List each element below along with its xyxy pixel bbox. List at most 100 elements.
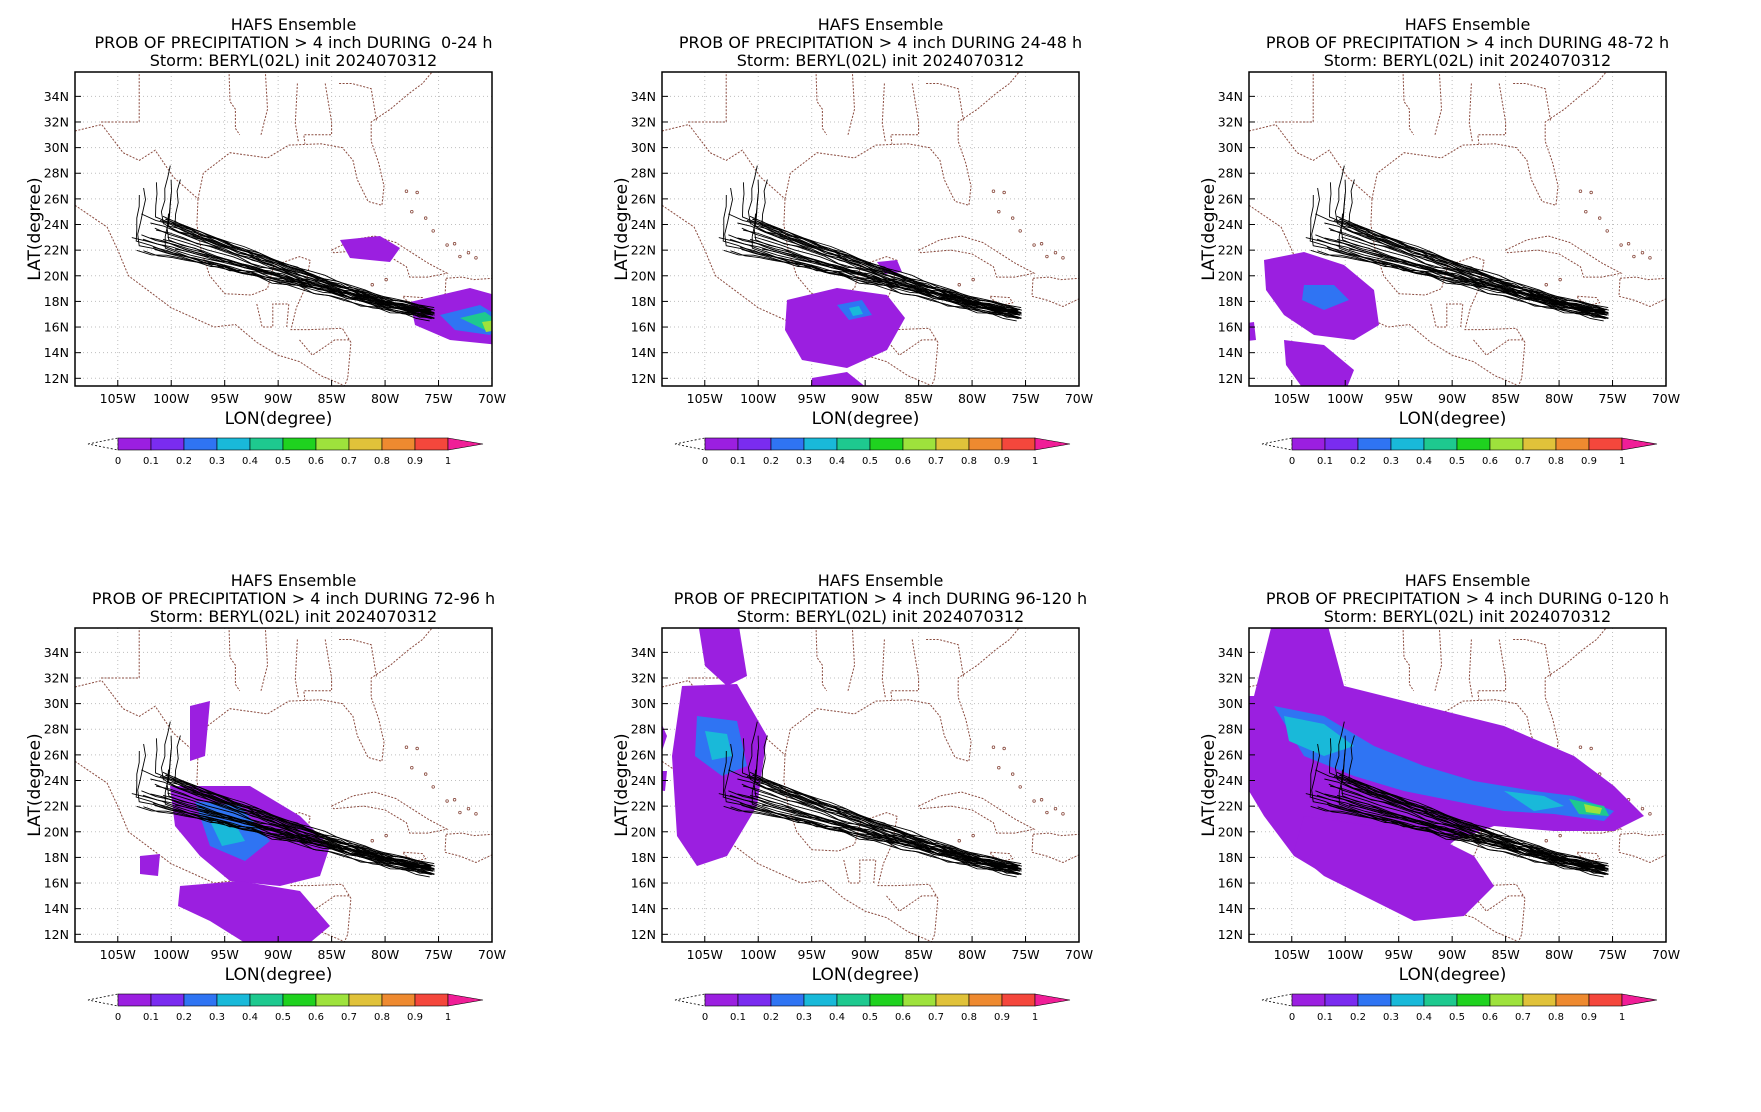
lat-tick-label: 26N [44,191,69,206]
ensemble-track-line [154,783,432,872]
colorbar-label: 0.1 [1317,456,1333,467]
coastline-path [1477,83,1507,144]
island-mark [1589,190,1593,195]
colorbar-under-arrow [87,437,119,451]
island-mark [997,209,1001,214]
island-mark [1605,229,1609,233]
lat-tick-label: 30N [44,140,69,155]
panel-title: HAFS Ensemble [817,571,944,590]
panel-titles: HAFS Ensemble PROB OF PRECIPITATION > 4 … [1174,572,1761,626]
ensemble-storm-tracks [131,165,436,322]
colorbar-label: 1 [1032,456,1038,467]
colorbar-over-arrow [447,437,484,451]
colorbar-segment [1324,993,1359,1007]
colorbar-segment [803,437,838,451]
map-panel-72-96h: HAFS Ensemble PROB OF PRECIPITATION > 4 … [0,556,587,1112]
lon-tick-label: 70W [1652,947,1680,962]
coastline-path [1434,72,1443,135]
colorbar-under-arrow [674,437,706,451]
coastline-path [1430,303,1464,328]
ensemble-track-line [1311,187,1609,319]
panel-titles: HAFS Ensemble PROB OF PRECIPITATION > 4 … [587,572,1174,626]
colorbar-segment [414,993,449,1007]
island-mark [445,799,449,803]
colorbar-label: 0.8 [374,456,390,467]
coastline-path [1468,83,1473,143]
panel-storm-line: Storm: BERYL(02L) init 2024070312 [736,607,1025,626]
lat-tick-label: 28N [44,722,69,737]
island-mark [1061,256,1065,260]
ensemble-track-line [1317,806,1605,866]
lat-tick-label: 16N [1218,320,1243,335]
ensemble-track-line [1340,749,1608,872]
lat-tick-label: 28N [1218,166,1243,181]
coastline-path [339,639,377,677]
panel-subtitle: PROB OF PRECIPITATION > 4 inch DURING 0-… [94,33,493,52]
lon-tick-label: 90W [264,947,292,962]
island-mark [1640,251,1645,255]
lon-tick-label: 80W [371,947,399,962]
coastline-path [783,198,939,386]
colorbar-label: 0.2 [176,456,192,467]
colorbar-segment [1489,993,1524,1007]
island-mark [1648,812,1652,816]
panel-subtitle: PROB OF PRECIPITATION > 4 inch DURING 0-… [1265,589,1670,608]
colorbar-label: 0.9 [1581,1012,1597,1023]
panel-titles: HAFS Ensemble PROB OF PRECIPITATION > 4 … [0,572,587,626]
coastline-path [1618,832,1666,864]
ensemble-track-line [749,794,1019,874]
colorbar-segment [1588,993,1623,1007]
island-mark [1053,251,1058,255]
map-figure: 34N 32N 30N 28N 26N 24N 22N 20N 18N 16N 14N 12N 105W… [1199,71,1680,467]
island-mark [466,807,471,811]
map-figure: 34N 32N 30N 28N 26N 24N 22N 20N 18N 16N 14N 12N 105W… [612,627,1093,1023]
island-mark [415,190,419,195]
colorbar-segment [183,993,218,1007]
colorbar-label: 0.1 [1317,1012,1333,1023]
lon-tick-label: 75W [1598,391,1626,406]
map-border: 34N 32N 30N 28N 26N 24N 22N 20N 18N 16N 14N 12N 105W… [1199,627,1680,985]
island-mark [404,745,409,749]
colorbar-segment [1423,993,1458,1007]
lon-tick-label: 90W [1438,391,1466,406]
panel-title: HAFS Ensemble [1404,15,1531,34]
colorbar-label: 0.2 [1350,456,1366,467]
colorbar-label: 0 [1289,456,1295,467]
coastline-path [1031,832,1079,864]
colorbar-segment [1555,437,1590,451]
lon-tick-label: 80W [958,391,986,406]
colorbar-under-arrow [87,993,119,1007]
lat-tick-label: 20N [631,824,656,839]
island-mark [957,839,961,843]
panel-titles: HAFS Ensemble PROB OF PRECIPITATION > 4 … [0,16,587,70]
colorbar-label: 0.8 [961,456,977,467]
colorbar-label: 0.4 [242,1012,258,1023]
probability-colorbar: 0 0.1 0.2 0.3 0.4 0.5 0.6 0.7 0.8 0.9 1 [87,437,484,467]
island-mark [1589,746,1593,751]
probability-colorbar: 0 0.1 0.2 0.3 0.4 0.5 0.6 0.7 0.8 0.9 1 [674,437,1071,467]
colorbar-segment [968,993,1003,1007]
island-mark [1584,209,1588,214]
ensemble-track-line [1348,179,1609,314]
lat-tick-label: 26N [44,747,69,762]
colorbar-segment [1456,993,1491,1007]
lat-tick-label: 30N [44,696,69,711]
island-mark [384,277,388,282]
colorbar-label: 0.1 [730,456,746,467]
coastline-path [197,72,433,206]
colorbar-segment [1357,437,1392,451]
ensemble-track-line [730,250,1018,310]
coastline-path [1576,295,1601,306]
panel-titles: HAFS Ensemble PROB OF PRECIPITATION > 4 … [1174,16,1761,70]
coastline-path [1576,851,1601,862]
lon-tick-label: 75W [1011,391,1039,406]
ensemble-track-line [1336,238,1606,318]
colorbar-segment [1522,993,1557,1007]
colorbar-segment [902,993,937,1007]
ensemble-track-line [741,783,1019,872]
ensemble-track-line [761,735,1022,870]
colorbar-segment [1291,993,1326,1007]
colorbar-segment [869,993,904,1007]
lat-tick-label: 26N [1218,747,1243,762]
y-axis-label: LAT(degree) [612,177,632,280]
